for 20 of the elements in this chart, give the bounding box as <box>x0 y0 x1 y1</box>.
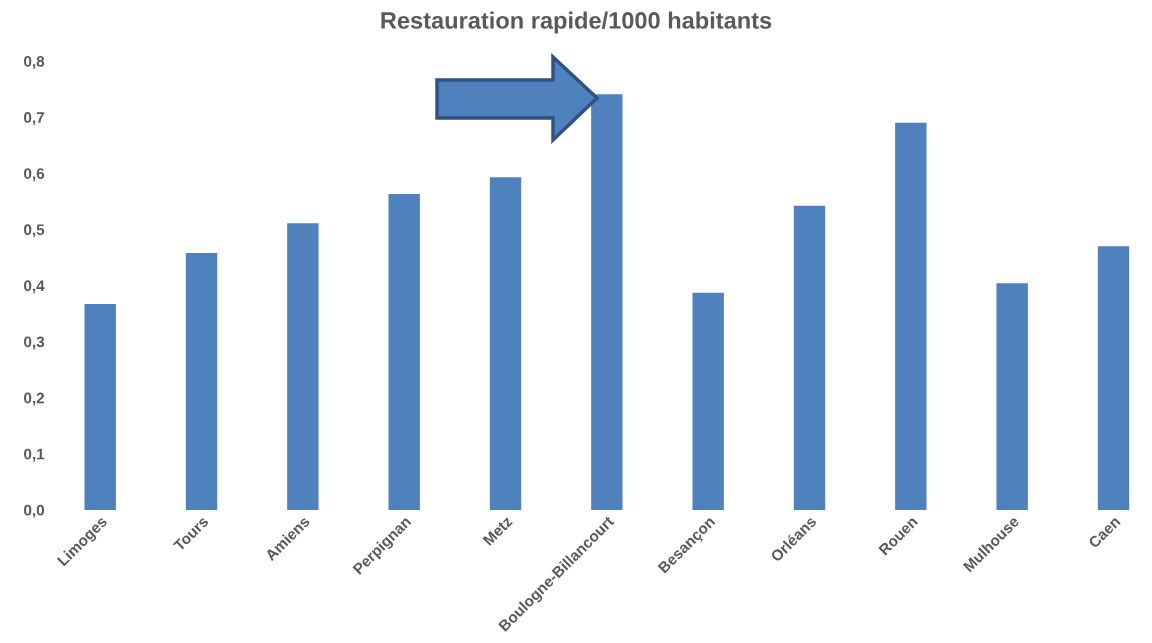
bar <box>388 194 420 510</box>
bar <box>895 122 927 510</box>
bar <box>1097 246 1130 510</box>
chart-title: Restauration rapide/1000 habitants <box>381 11 772 34</box>
bar <box>996 283 1028 510</box>
y-tick-label: 0,6 <box>24 168 45 182</box>
y-tick-label: 0,3 <box>24 336 45 350</box>
y-tick-label: 0,5 <box>24 224 45 238</box>
bar <box>84 304 116 510</box>
bar <box>692 292 724 510</box>
y-tick-label: 0,8 <box>24 55 45 69</box>
bar <box>185 252 218 510</box>
bar <box>287 223 319 510</box>
y-tick-label: 0,7 <box>24 112 45 126</box>
y-tick-label: 0,0 <box>24 504 45 518</box>
bar <box>489 177 522 510</box>
bar <box>793 205 826 510</box>
y-tick-label: 0,1 <box>24 448 45 462</box>
y-tick-label: 0,2 <box>24 392 45 406</box>
y-tick-label: 0,4 <box>24 280 45 294</box>
